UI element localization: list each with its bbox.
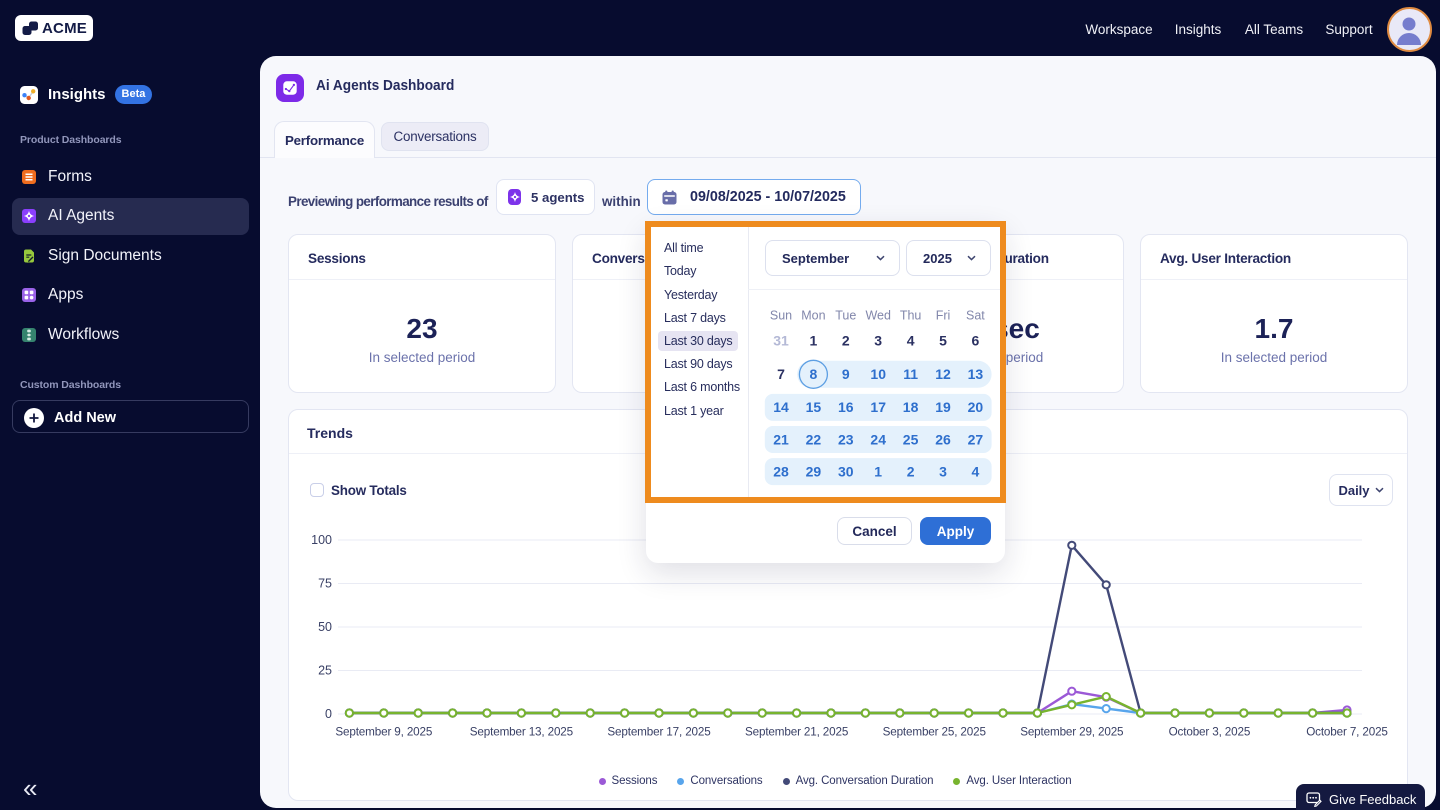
svg-text:7: 7 [777, 366, 785, 382]
svg-text:October 3, 2025: October 3, 2025 [1169, 726, 1251, 739]
svg-text:16: 16 [838, 399, 854, 415]
svg-text:Sat: Sat [966, 309, 985, 323]
svg-text:14: 14 [773, 399, 789, 415]
svg-text:21: 21 [773, 431, 789, 447]
svg-text:100: 100 [311, 533, 332, 547]
svg-text:27: 27 [968, 431, 984, 447]
svg-text:September 21, 2025: September 21, 2025 [745, 726, 849, 739]
svg-text:9: 9 [842, 366, 850, 382]
svg-text:Thu: Thu [900, 309, 922, 323]
svg-text:Mon: Mon [801, 309, 825, 323]
svg-text:20: 20 [968, 399, 984, 415]
svg-text:Wed: Wed [865, 309, 891, 323]
svg-text:15: 15 [806, 399, 822, 415]
svg-text:1: 1 [810, 333, 818, 349]
svg-text:4: 4 [972, 463, 980, 479]
svg-text:2: 2 [842, 333, 850, 349]
svg-text:29: 29 [806, 463, 822, 479]
svg-text:12: 12 [935, 366, 951, 382]
svg-text:1: 1 [874, 463, 882, 479]
svg-text:3: 3 [874, 333, 882, 349]
svg-text:11: 11 [903, 366, 918, 382]
svg-text:September 29, 2025: September 29, 2025 [1020, 726, 1124, 739]
svg-text:0: 0 [325, 707, 332, 721]
svg-text:Sun: Sun [770, 309, 792, 323]
svg-text:25: 25 [318, 664, 332, 678]
svg-text:23: 23 [838, 431, 854, 447]
svg-text:24: 24 [870, 431, 886, 447]
svg-text:Tue: Tue [835, 309, 856, 323]
svg-text:26: 26 [935, 431, 951, 447]
svg-text:September 17, 2025: September 17, 2025 [607, 726, 711, 739]
svg-text:September 9, 2025: September 9, 2025 [335, 726, 433, 739]
svg-text:4: 4 [907, 333, 915, 349]
svg-text:10: 10 [870, 366, 886, 382]
svg-text:22: 22 [806, 431, 822, 447]
svg-text:5: 5 [939, 333, 947, 349]
svg-text:28: 28 [773, 463, 789, 479]
svg-text:17: 17 [870, 399, 886, 415]
svg-text:19: 19 [935, 399, 951, 415]
svg-text:13: 13 [968, 366, 984, 382]
svg-text:31: 31 [773, 333, 789, 349]
svg-text:October 7, 2025: October 7, 2025 [1306, 726, 1388, 739]
svg-text:6: 6 [972, 333, 980, 349]
svg-text:50: 50 [318, 620, 332, 634]
svg-text:30: 30 [838, 463, 854, 479]
svg-text:September 13, 2025: September 13, 2025 [470, 726, 574, 739]
svg-text:25: 25 [903, 431, 919, 447]
svg-text:Fri: Fri [936, 309, 951, 323]
svg-text:2: 2 [907, 463, 915, 479]
svg-text:3: 3 [939, 463, 947, 479]
svg-text:18: 18 [903, 399, 919, 415]
svg-text:8: 8 [810, 366, 818, 382]
svg-text:September 25, 2025: September 25, 2025 [883, 726, 987, 739]
svg-text:75: 75 [318, 577, 332, 591]
